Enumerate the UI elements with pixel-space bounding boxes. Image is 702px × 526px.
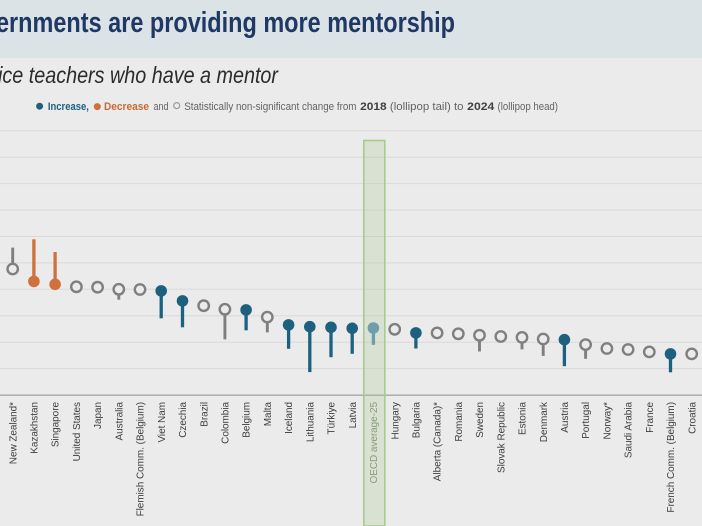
svg-text:2024: 2024	[467, 101, 495, 113]
svg-text:OECD average-25: OECD average-25	[369, 402, 380, 484]
svg-text:Colombia: Colombia	[221, 402, 232, 444]
svg-text:Increase,: Increase,	[48, 101, 89, 113]
svg-text:Statistically non-significant: Statistically non-significant change fro…	[184, 101, 356, 113]
svg-text:2018: 2018	[360, 101, 387, 113]
svg-text:ice teachers who have a mentor: ice teachers who have a mentor	[0, 62, 279, 88]
svg-text:Czechia: Czechia	[178, 402, 189, 438]
svg-text:Denmark: Denmark	[539, 401, 550, 442]
svg-text:Estonia: Estonia	[518, 402, 529, 435]
svg-text:Latvia: Latvia	[348, 402, 359, 429]
svg-text:Brazil: Brazil	[199, 402, 210, 427]
svg-text:Romania: Romania	[454, 402, 465, 442]
svg-text:Norway*: Norway*	[603, 402, 614, 440]
svg-text:ernments are providing more me: ernments are providing more mentorship	[0, 7, 455, 39]
svg-text:Viet Nam: Viet Nam	[157, 402, 168, 443]
svg-text:Kazakhstan: Kazakhstan	[30, 402, 41, 454]
svg-text:Hungary: Hungary	[390, 402, 401, 439]
svg-text:Slovak Republic: Slovak Republic	[496, 402, 507, 473]
svg-text:Japan: Japan	[93, 402, 104, 429]
svg-text:France: France	[645, 402, 656, 433]
svg-text:and: and	[154, 101, 169, 113]
svg-text:Decrease: Decrease	[104, 101, 149, 113]
svg-text:Malta: Malta	[263, 402, 274, 427]
svg-text:Portugal: Portugal	[581, 402, 592, 439]
svg-text:Croatia: Croatia	[687, 402, 698, 434]
svg-text:United States: United States	[72, 402, 83, 461]
svg-text:Iceland: Iceland	[284, 402, 295, 434]
svg-text:(lollipop tail) to: (lollipop tail) to	[390, 101, 464, 113]
svg-text:Lithuania: Lithuania	[305, 402, 316, 443]
svg-text:Bulgaria: Bulgaria	[412, 402, 423, 439]
svg-text:Saudi Arabia: Saudi Arabia	[624, 402, 635, 459]
svg-text:Alberta (Canada)*: Alberta (Canada)*	[433, 402, 444, 481]
svg-text:Belgium: Belgium	[242, 402, 253, 438]
svg-text:French Comm. (Belgium): French Comm. (Belgium)	[666, 402, 677, 513]
svg-text:Türkiye: Türkiye	[327, 402, 338, 435]
svg-text:Australia: Australia	[114, 402, 125, 441]
svg-text:Flemish Comm. (Belgium): Flemish Comm. (Belgium)	[136, 402, 147, 516]
svg-text:Austria: Austria	[560, 402, 571, 433]
svg-text:Singapore: Singapore	[51, 402, 62, 448]
svg-text:New Zealand*: New Zealand*	[8, 402, 19, 464]
svg-text:Sweden: Sweden	[475, 402, 486, 438]
svg-text:(lollipop head): (lollipop head)	[498, 101, 559, 113]
